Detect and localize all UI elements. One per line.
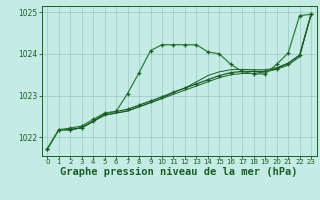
X-axis label: Graphe pression niveau de la mer (hPa): Graphe pression niveau de la mer (hPa) [60,167,298,177]
